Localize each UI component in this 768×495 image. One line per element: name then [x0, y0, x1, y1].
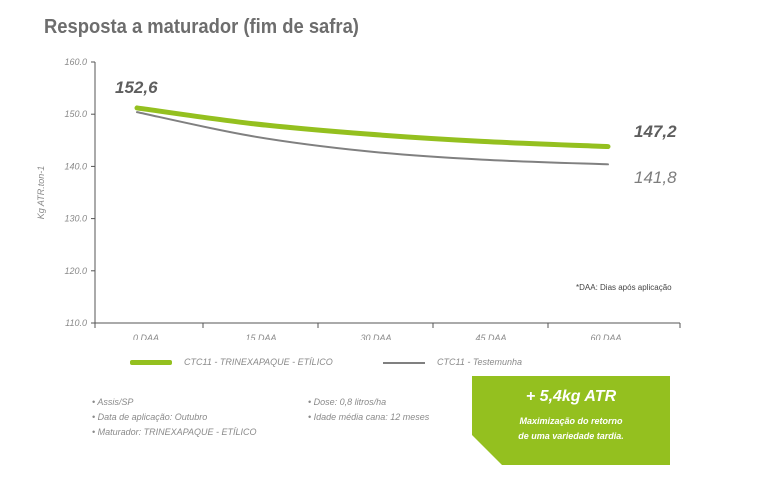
legend-label-control: CTC11 - Testemunha: [437, 357, 523, 367]
callout-headline: + 5,4kg ATR: [525, 388, 617, 405]
x-tick-label: 15 DAA: [245, 333, 276, 340]
result-callout: + 5,4kg ATR Maximização do retorno de um…: [472, 376, 670, 465]
line-chart: 110.0 120.0 130.0 140.0 150.0 160.0 0 DAA 15 DA…: [36, 57, 681, 340]
info-location: Assis/SP: [92, 395, 257, 410]
info-list-left: Assis/SP Data de aplicação: Outubro Matu…: [92, 395, 257, 440]
y-tick-label: 160.0: [64, 57, 87, 67]
data-label-end-treated: 147,2: [634, 122, 677, 141]
callout-line-2: de uma variedade tardia.: [518, 431, 624, 441]
y-tick-label: 130.0: [64, 214, 87, 224]
legend-swatch-control: [383, 361, 425, 364]
legend-swatch-treated: [130, 360, 172, 366]
info-cane-age: Idade média cana: 12 meses: [308, 410, 430, 425]
data-label-end-control: 141,8: [634, 168, 677, 187]
y-tick-label: 140.0: [64, 161, 87, 171]
info-list-right: Dose: 0,8 litros/ha Idade média cana: 12…: [308, 395, 430, 425]
data-label-start: 152,6: [115, 78, 158, 97]
x-tick-label: 30 DAA: [360, 333, 391, 340]
y-tick-label: 120.0: [64, 266, 87, 276]
x-tick-label: 60 DAA: [590, 333, 621, 340]
chart-title: Resposta a maturador (fim de safra): [44, 16, 359, 38]
legend-item-control: CTC11 - Testemunha: [383, 357, 522, 367]
info-application-date: Data de aplicação: Outubro: [92, 410, 257, 425]
info-dose: Dose: 0,8 litros/ha: [308, 395, 429, 410]
x-tick-label: 0 DAA: [133, 333, 159, 340]
legend-item-treated: CTC11 - TRINEXAPAQUE - ETÍLICO: [130, 357, 333, 367]
legend-label-treated: CTC11 - TRINEXAPAQUE - ETÍLICO: [184, 357, 333, 367]
y-tick-label: 110.0: [65, 318, 87, 328]
info-maturator: Maturador: TRINEXAPAQUE - ETÍLICO: [92, 425, 257, 440]
y-tick-label: 150.0: [64, 109, 87, 119]
daa-footnote: *DAA: Dias após aplicação: [576, 283, 672, 292]
callout-line-1: Maximização do retorno: [519, 416, 623, 426]
y-axis-label: Kg ATR.ton-1: [36, 166, 46, 220]
x-tick-label: 45 DAA: [475, 333, 506, 340]
